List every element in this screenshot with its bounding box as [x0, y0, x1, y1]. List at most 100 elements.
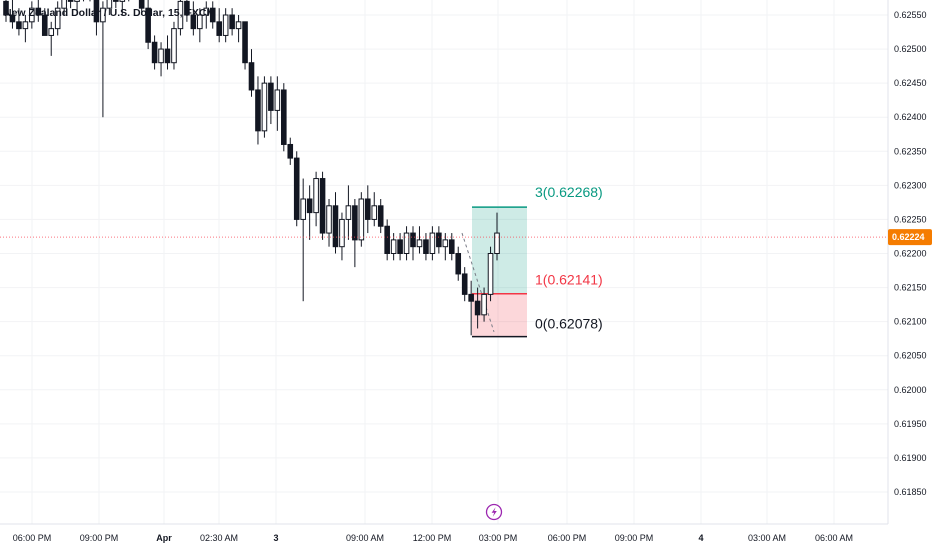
time-tick-label: Apr	[156, 533, 172, 543]
candle-down	[145, 7, 151, 43]
price-tick-label: 0.62150	[894, 283, 927, 293]
candle-up	[371, 205, 378, 220]
candle-up	[54, 7, 61, 30]
candlestick-series	[3, 0, 500, 336]
candle-down	[35, 7, 42, 16]
candle-up	[390, 239, 397, 255]
candle-up	[300, 198, 306, 220]
candle-down	[384, 225, 390, 255]
candle-down	[151, 41, 158, 64]
candle-up	[416, 239, 423, 248]
candle-up	[274, 89, 281, 111]
candle-down	[209, 7, 216, 23]
chart-title: New Zealand Dollar / U.S. Dollar, 15, FX…	[4, 7, 215, 19]
candle-up	[61, 0, 67, 9]
price-tick-label: 0.62050	[894, 351, 927, 361]
candle-down	[461, 273, 468, 295]
candle-up	[358, 198, 365, 241]
price-tick-label: 0.62200	[894, 249, 927, 259]
price-tick-label: 0.62400	[894, 112, 927, 122]
candle-up	[235, 21, 242, 30]
trade-path-dashed-line	[461, 232, 495, 333]
candle-down	[138, 0, 145, 9]
candle-up	[345, 205, 352, 220]
candle-down	[306, 198, 313, 214]
time-tick-label: 06:00 PM	[13, 533, 52, 543]
candle-down	[474, 300, 481, 316]
price-tick-label: 0.61900	[894, 453, 927, 463]
price-tick-label: 0.62450	[894, 78, 927, 88]
candle-down	[184, 0, 190, 16]
candle-up	[494, 232, 500, 255]
candle-down	[164, 48, 171, 64]
candle-up	[403, 232, 410, 255]
candle-up	[313, 178, 319, 214]
current-price-tag: 0.62224	[888, 229, 932, 246]
candle-down	[397, 239, 403, 255]
price-tick-label: 0.62250	[894, 214, 927, 224]
candle-down	[468, 293, 474, 302]
price-tick-label: 0.62100	[894, 317, 927, 327]
time-tick-label: 4	[698, 533, 703, 543]
price-tick-label: 0.62500	[894, 44, 927, 54]
price-tick-label: 0.61950	[894, 419, 927, 429]
price-tick-label: 0.61850	[894, 487, 927, 497]
candle-up	[100, 7, 106, 23]
candle-up	[106, 0, 113, 9]
current-price-tag-text: 0.62224	[892, 232, 925, 242]
candle-down	[41, 14, 48, 36]
time-tick-label: 03:00 AM	[748, 533, 786, 543]
stop-level-label: 0(0.62078)	[535, 316, 603, 332]
price-axis[interactable]: 0.62550 0.62500 0.62450 0.62400 0.62350 0.623…	[894, 10, 927, 497]
time-tick-label: 09:00 AM	[346, 533, 384, 543]
time-tick-label: 02:30 AM	[200, 533, 238, 543]
candle-down	[319, 178, 326, 234]
target-level-label: 3(0.62268)	[535, 184, 603, 200]
price-tick-label: 0.62300	[894, 180, 927, 190]
candle-up	[326, 205, 332, 234]
candle-up	[481, 293, 487, 316]
time-tick-label: 06:00 PM	[548, 533, 587, 543]
candle-up	[74, 0, 80, 2]
candle-down	[410, 232, 416, 248]
candle-down	[16, 21, 22, 30]
candle-down	[248, 62, 255, 91]
candle-down	[455, 253, 462, 275]
candle-up	[171, 28, 177, 64]
time-tick-label: 09:00 PM	[80, 533, 119, 543]
candle-down	[423, 239, 429, 255]
candle-up	[261, 82, 268, 132]
candle-down	[268, 82, 274, 111]
entry-level-label: 1(0.62141)	[535, 272, 603, 288]
stop-zone[interactable]	[472, 293, 527, 337]
candle-up	[29, 7, 35, 23]
candle-down	[242, 21, 248, 64]
chart-grid	[0, 0, 888, 524]
candle-up	[197, 14, 203, 30]
replay-lightning-icon[interactable]	[485, 503, 503, 521]
time-axis[interactable]: 06:00 PM 09:00 PM Apr 02:30 AM 3 09:00 AM 12:0…	[13, 533, 853, 543]
candle-down	[448, 239, 455, 255]
candle-down	[287, 143, 294, 159]
candle-up	[222, 14, 229, 36]
candle-down	[9, 14, 16, 23]
candle-down	[281, 89, 287, 145]
candle-down	[3, 0, 9, 16]
candle-up	[203, 7, 210, 16]
candle-down	[377, 205, 384, 227]
candle-up	[442, 239, 449, 248]
candle-down	[293, 157, 300, 220]
candle-up	[339, 218, 345, 248]
candle-down	[332, 205, 339, 248]
candle-down	[364, 198, 371, 220]
candle-up	[158, 48, 164, 64]
time-tick-label: 3	[273, 533, 278, 543]
candle-down	[93, 0, 100, 23]
candle-up	[487, 253, 494, 295]
time-tick-label: 03:00 PM	[479, 533, 518, 543]
price-tick-label: 0.62000	[894, 385, 927, 395]
candle-up	[22, 21, 29, 30]
time-tick-label: 12:00 PM	[413, 533, 452, 543]
current-price-tag-background	[888, 229, 932, 246]
